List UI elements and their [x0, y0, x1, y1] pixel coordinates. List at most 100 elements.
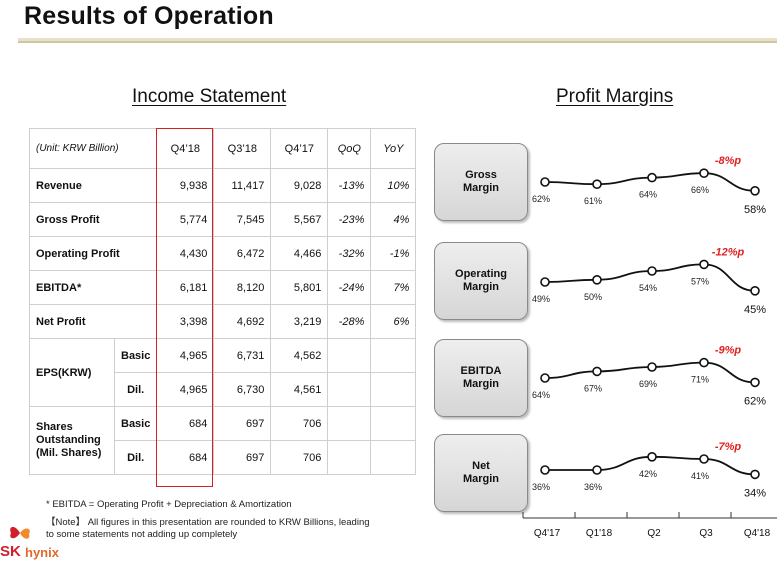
logo-hynix-text: hynix [25, 545, 59, 560]
margin-point [699, 454, 709, 464]
margin-point [750, 469, 760, 480]
operating-margin-box: Operating Margin [434, 242, 528, 320]
ebitda-margin-box: EBITDA Margin [434, 339, 528, 417]
margin-change-label: -7%p [715, 441, 742, 453]
margin-point [540, 277, 550, 287]
margin-point [540, 177, 550, 187]
col-header-q4-17: Q4’17 [270, 128, 329, 169]
margin-value-label: 69% [639, 379, 657, 389]
margin-value-label: 64% [639, 190, 657, 200]
butterfly-icon [10, 526, 30, 539]
cell-value: 706 [270, 406, 329, 441]
shares-label-line1: Shares [36, 421, 73, 433]
shares-dil-label: Dil. [113, 440, 158, 475]
col-header-q4-18: Q4’18 [156, 128, 215, 169]
margin-value-label: 49% [532, 294, 550, 304]
x-tick-label: Q4'17 [534, 528, 561, 539]
margin-point [647, 266, 657, 276]
shares-label-line2: Outstanding [36, 434, 101, 446]
income-statement-table: (Unit: KRW Billion) Q4’18 Q3’18 Q4’17 Qo… [28, 128, 417, 475]
table-row: EPS(KRW) Basic 4,965 6,731 4,562 [29, 338, 417, 407]
cell-value: 4,965 [156, 372, 215, 407]
cell-value: 697 [213, 440, 272, 475]
x-tick-label: Q1'18 [586, 528, 613, 539]
margin-point [647, 172, 657, 183]
cell-yoy: -1% [370, 236, 417, 271]
cell-value: 6,731 [213, 338, 272, 373]
unit-label: (Unit: KRW Billion) [28, 128, 158, 169]
box-label-line1: Operating [455, 268, 507, 280]
cell-yoy: 6% [370, 304, 417, 339]
margin-value-label: 62% [532, 194, 550, 204]
margin-value-label: 66% [691, 185, 709, 195]
margin-value-label: 54% [639, 283, 657, 293]
rounding-note-line2: to some statements not adding up complet… [46, 529, 238, 540]
cell-value: 706 [270, 440, 329, 475]
net-margin-box: Net Margin [434, 434, 528, 512]
margin-value-label: 41% [691, 471, 709, 481]
margin-value-label: 34% [744, 487, 766, 499]
sk-hynix-logo: SK hynix [0, 521, 80, 563]
margin-value-label: 36% [532, 482, 550, 492]
margin-change-label: -9%p [715, 345, 742, 357]
margin-value-label: 71% [691, 375, 709, 385]
margin-point [592, 465, 602, 475]
margin-point [699, 168, 709, 178]
margin-value-label: 58% [744, 204, 766, 216]
margin-value-label: 67% [584, 383, 602, 393]
table-row: Net Profit 3,398 4,692 3,219 -28% 6% [28, 304, 417, 339]
cell-qoq: -28% [327, 304, 372, 339]
eps-basic-label: Basic [113, 338, 158, 373]
margin-point [592, 274, 602, 285]
shares-label-line3: (Mil. Shares) [36, 447, 102, 459]
cell-value: 4,430 [156, 236, 215, 271]
empty-cell [327, 372, 372, 407]
empty-cell [327, 440, 372, 475]
box-label-line2: Margin [462, 182, 500, 194]
shares-label: Shares Outstanding (Mil. Shares) [29, 406, 115, 475]
box-label-line2: Margin [462, 378, 500, 390]
margin-point [699, 259, 709, 270]
margin-value-label: 50% [584, 292, 602, 302]
margin-change-label: -8%p [715, 155, 742, 167]
table-row: Gross Profit 5,774 7,545 5,567 -23% 4% [28, 202, 417, 237]
row-label: Revenue [28, 168, 158, 203]
margin-value-label: 42% [639, 469, 657, 479]
col-header-yoy: YoY [370, 128, 417, 169]
table-header-row: (Unit: KRW Billion) Q4’18 Q3’18 Q4’17 Qo… [28, 128, 417, 169]
cell-value: 11,417 [213, 168, 272, 203]
table-row: Operating Profit 4,430 6,472 4,466 -32% … [28, 236, 417, 271]
margin-point [592, 179, 602, 189]
margin-point [750, 285, 760, 296]
cell-value: 4,466 [270, 236, 329, 271]
empty-cell [370, 338, 417, 373]
x-tick-label: Q2 [647, 528, 661, 539]
empty-cell [370, 372, 417, 407]
cell-value: 6,472 [213, 236, 272, 271]
cell-value: 4,561 [270, 372, 329, 407]
title-rule [18, 38, 777, 43]
cell-value: 6,181 [156, 270, 215, 305]
profit-margins-heading: Profit Margins [556, 86, 674, 107]
box-label-line1: EBITDA [460, 365, 502, 377]
cell-value: 684 [156, 406, 215, 441]
rounding-note-line1: 【Note】 All figures in this presentation … [46, 517, 370, 528]
table-row: Dil. 684 697 706 [30, 440, 417, 475]
page-title: Results of Operation [24, 2, 274, 30]
x-tick-label: Q3 [699, 528, 713, 539]
empty-cell [370, 406, 417, 441]
margin-value-label: 36% [584, 482, 602, 492]
table-row: EBITDA* 6,181 8,120 5,801 -24% 7% [28, 270, 417, 305]
cell-value: 7,545 [213, 202, 272, 237]
box-label-line2: Margin [462, 473, 500, 485]
margin-value-label: 64% [532, 390, 550, 400]
margin-point [540, 465, 550, 475]
margin-point [540, 373, 550, 383]
cell-value: 4,692 [213, 304, 272, 339]
box-label-line1: Net [472, 460, 490, 472]
box-label-line2: Margin [462, 281, 500, 293]
cell-value: 684 [156, 440, 215, 475]
gross-margin-box: Gross Margin [434, 143, 528, 221]
margin-point [647, 362, 657, 372]
margin-change-label: -12%p [712, 246, 745, 258]
